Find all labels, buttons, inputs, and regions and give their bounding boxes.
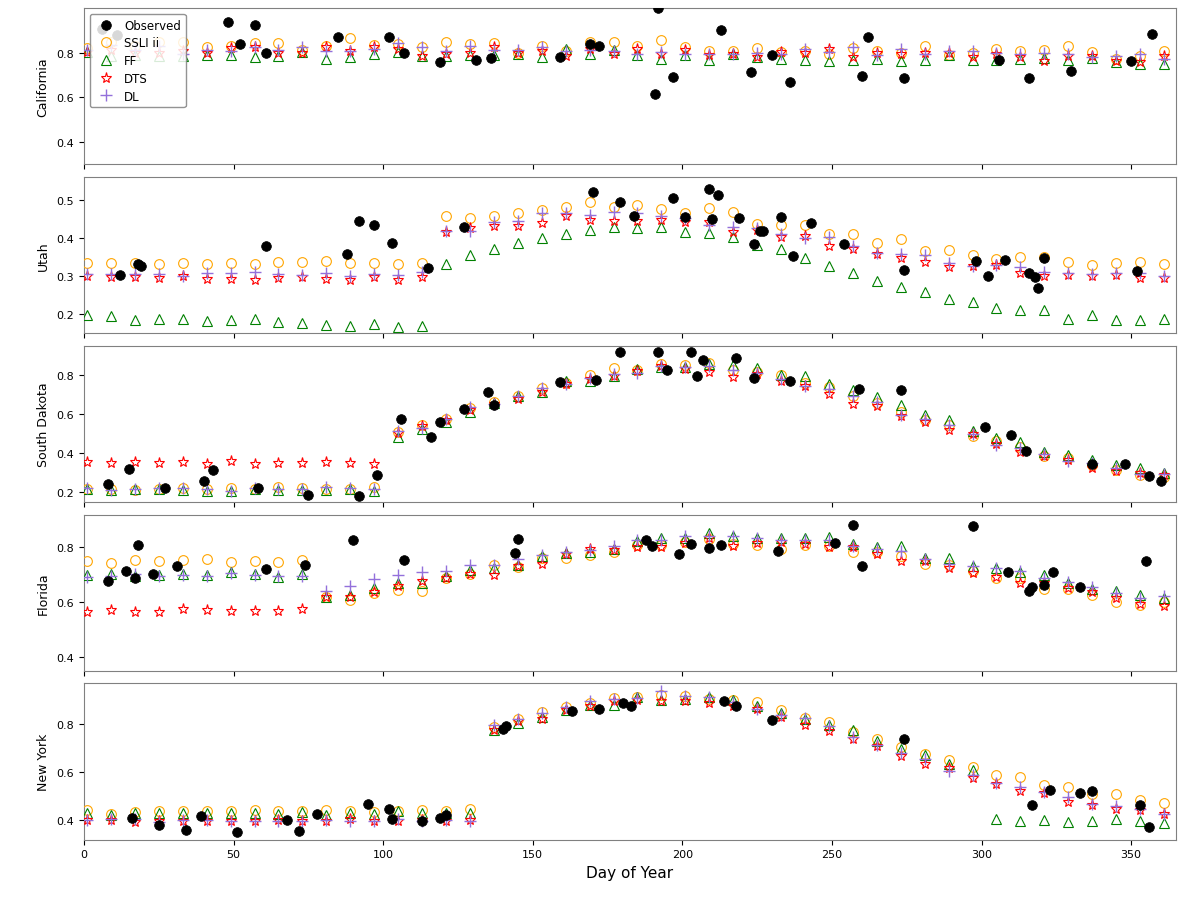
Y-axis label: South Dakota: South Dakota xyxy=(36,382,49,467)
Y-axis label: Utah: Utah xyxy=(36,241,49,271)
Y-axis label: Florida: Florida xyxy=(36,572,49,614)
Y-axis label: New York: New York xyxy=(36,733,49,790)
X-axis label: Day of Year: Day of Year xyxy=(587,865,673,880)
Y-axis label: California: California xyxy=(36,57,49,116)
Legend: Observed, SSLI ii, FF, DTS, DL: Observed, SSLI ii, FF, DTS, DL xyxy=(90,15,186,108)
